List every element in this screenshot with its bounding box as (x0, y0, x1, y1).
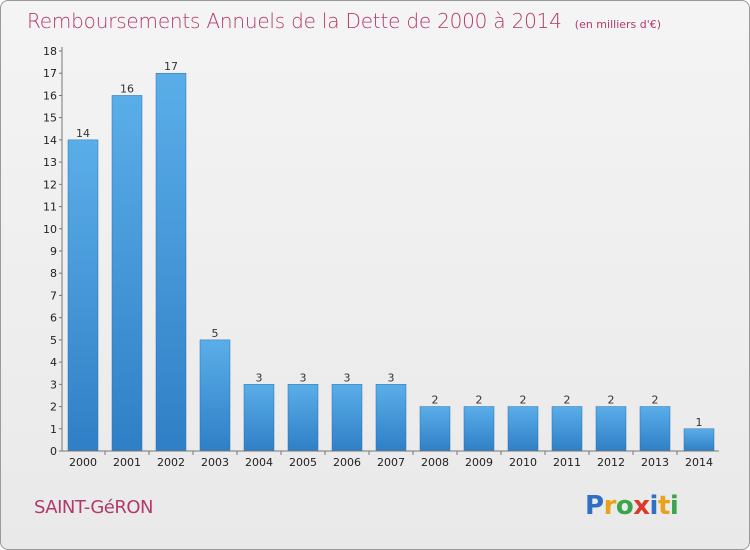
data-label: 16 (120, 82, 134, 95)
chart-title-row: Remboursements Annuels de la Dette de 20… (27, 9, 661, 33)
x-tick-label: 2000 (69, 456, 97, 469)
y-tick-label: 12 (43, 178, 57, 191)
bar (419, 406, 451, 452)
x-tick-label: 2006 (333, 456, 361, 469)
logo-letter: P (585, 491, 604, 521)
y-tick-label: 13 (43, 156, 57, 169)
data-label: 2 (564, 394, 571, 407)
commune-name: SAINT-GéRON (34, 497, 154, 518)
x-tick-label: 2010 (509, 456, 537, 469)
bar (551, 406, 583, 452)
x-axis: 2000 2001 2002 2003 2004 2005 2006 2007 2008 2009… (62, 450, 719, 469)
bar (507, 406, 539, 452)
logo-letter: i (649, 491, 659, 521)
y-tick-label: 14 (43, 134, 57, 147)
data-label: 2 (520, 394, 527, 407)
x-tick-label: 2001 (113, 456, 141, 469)
y-tick-label: 15 (43, 112, 57, 125)
data-label: 14 (76, 127, 90, 140)
y-tick-label: 10 (43, 223, 57, 236)
bar (155, 72, 187, 452)
data-label: 3 (300, 371, 307, 384)
data-label: 2 (608, 394, 615, 407)
logo-letter: t (657, 491, 670, 521)
data-label: 17 (164, 60, 178, 73)
bar (639, 406, 671, 452)
y-tick-label: 6 (50, 312, 57, 325)
y-tick-label: 4 (50, 356, 57, 369)
bar (111, 95, 143, 452)
y-tick-label: 17 (43, 67, 57, 80)
y-tick-label: 5 (50, 334, 57, 347)
bar (287, 384, 319, 452)
x-tick-label: 2002 (157, 456, 185, 469)
x-tick-label: 2013 (641, 456, 669, 469)
bar (67, 139, 99, 452)
x-tick-label: 2011 (553, 456, 581, 469)
y-tick-label: 18 (43, 45, 57, 58)
data-label: 3 (344, 371, 351, 384)
y-tick-label: 7 (50, 289, 57, 302)
logo-letter: x (633, 491, 650, 521)
data-label: 1 (696, 416, 703, 429)
chart-title: Remboursements Annuels de la Dette de 20… (27, 9, 562, 33)
bar (243, 384, 275, 452)
x-tick-label: 2004 (245, 456, 273, 469)
y-tick-label: 9 (50, 245, 57, 258)
x-tick-label: 2009 (465, 456, 493, 469)
y-tick-label: 1 (50, 423, 57, 436)
x-tick-label: 2005 (289, 456, 317, 469)
logo-letter: r (603, 491, 617, 521)
y-tick-label: 16 (43, 89, 57, 102)
x-tick-label: 2012 (597, 456, 625, 469)
data-label: 2 (432, 394, 439, 407)
chart-subtitle: (en milliers d'€) (574, 18, 662, 31)
bar (683, 428, 715, 452)
data-label: 3 (388, 371, 395, 384)
x-tick-label: 2014 (685, 456, 713, 469)
bar (463, 406, 495, 452)
y-tick-label: 11 (43, 201, 57, 214)
data-label: 2 (652, 394, 659, 407)
logo-letter: o (615, 491, 634, 521)
y-tick-label: 8 (50, 267, 57, 280)
y-tick-label: 3 (50, 378, 57, 391)
data-label: 3 (256, 371, 263, 384)
data-label: 5 (212, 327, 219, 340)
x-tick-label: 2007 (377, 456, 405, 469)
logo-letter: i (669, 491, 679, 521)
x-tick-label: 2003 (201, 456, 229, 469)
bar (595, 406, 627, 452)
y-tick-label: 2 (50, 401, 57, 414)
proxiti-logo: Proxiti (585, 491, 679, 521)
data-label: 2 (476, 394, 483, 407)
bar (331, 384, 363, 452)
x-tick-label: 2008 (421, 456, 449, 469)
bar (199, 339, 231, 452)
bar (375, 384, 407, 452)
y-tick-label: 0 (50, 445, 57, 458)
bars: 14 16 17 5 3 3 3 3 2 2 2 2 2 2 1 (67, 60, 715, 452)
